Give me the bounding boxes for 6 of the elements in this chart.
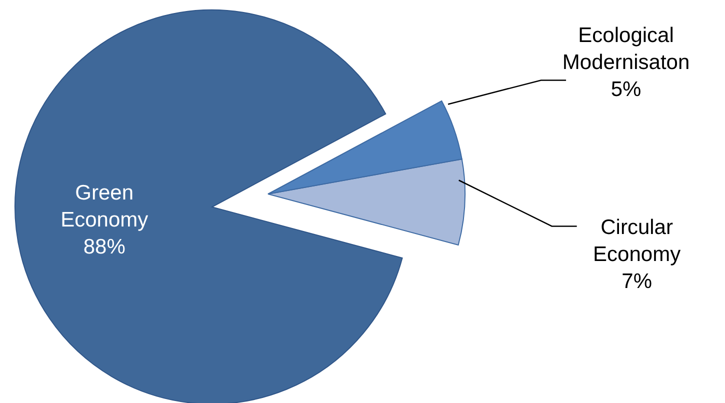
slice-label: Ecological Modernisaton <box>562 24 690 74</box>
slice-label: Circular Economy <box>593 216 682 266</box>
data-label: 7% <box>622 270 652 293</box>
data-label: 88% <box>83 234 126 258</box>
data-label: 5% <box>610 78 642 101</box>
slice-label: Green Economy <box>60 180 149 231</box>
